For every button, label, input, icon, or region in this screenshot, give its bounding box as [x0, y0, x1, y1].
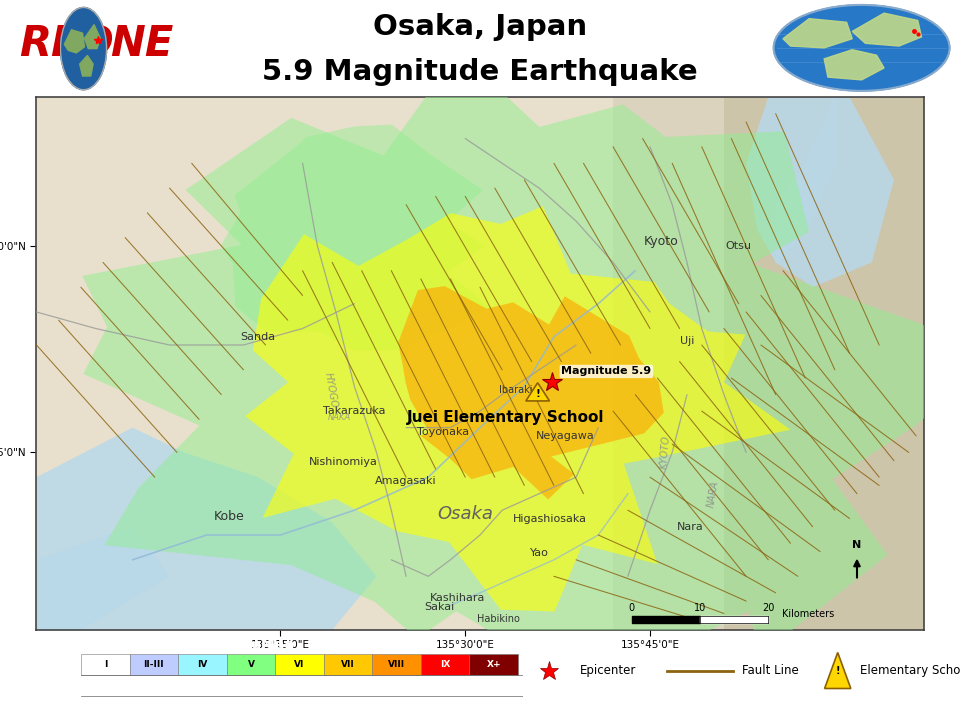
Text: Heavy: Heavy: [437, 703, 454, 708]
Polygon shape: [64, 30, 84, 53]
Text: I: I: [104, 660, 108, 669]
Text: 5.9 Magnitude Earthquake: 5.9 Magnitude Earthquake: [262, 58, 698, 86]
Text: HYOGO: HYOGO: [323, 372, 339, 409]
Bar: [724, 97, 924, 630]
Bar: [372, 654, 420, 675]
Text: IV: IV: [197, 660, 207, 669]
Polygon shape: [84, 24, 100, 49]
Text: Kilometers: Kilometers: [781, 609, 834, 619]
Text: RED: RED: [19, 23, 114, 65]
Polygon shape: [36, 428, 376, 630]
Text: IX: IX: [440, 660, 450, 669]
Text: VII: VII: [341, 660, 355, 669]
Text: Osaka, Japan: Osaka, Japan: [372, 13, 588, 41]
Text: Very Heavy: Very Heavy: [478, 703, 510, 708]
Polygon shape: [398, 286, 663, 500]
Text: Sanda: Sanda: [241, 332, 276, 342]
Bar: [276, 654, 324, 675]
Text: Perceived Shaking: Perceived Shaking: [14, 683, 79, 688]
Text: Strong: Strong: [289, 683, 310, 688]
Text: Nishinomiya: Nishinomiya: [309, 457, 377, 467]
Text: N: N: [852, 540, 862, 550]
Text: Very Strong: Very Strong: [329, 683, 367, 688]
Text: Kyoto: Kyoto: [644, 235, 679, 248]
Text: Potential Damage: Potential Damage: [16, 703, 79, 709]
Text: Elementary School: Elementary School: [859, 664, 960, 677]
Polygon shape: [83, 52, 960, 670]
Bar: [469, 654, 518, 675]
Text: Instrumental Intensity: Instrumental Intensity: [1, 662, 79, 667]
Polygon shape: [746, 97, 894, 287]
Text: None: None: [98, 703, 112, 708]
Text: Moderate/
Heavy: Moderate/ Heavy: [383, 701, 411, 711]
Text: Sakai: Sakai: [424, 602, 454, 612]
Text: Extreme: Extreme: [480, 683, 507, 688]
Text: Otsu: Otsu: [726, 241, 752, 251]
Polygon shape: [824, 50, 884, 80]
Circle shape: [774, 5, 949, 91]
Bar: [81, 654, 130, 675]
Text: Very Light: Very Light: [237, 703, 265, 708]
Text: Takarazuka: Takarazuka: [324, 406, 386, 416]
Text: Epicenter: Epicenter: [580, 664, 636, 677]
Polygon shape: [36, 527, 170, 630]
Text: V: V: [248, 660, 254, 669]
Polygon shape: [526, 383, 549, 401]
Text: Juei Elementary School: Juei Elementary School: [407, 410, 605, 426]
Text: VI: VI: [295, 660, 304, 669]
Polygon shape: [825, 652, 851, 688]
Bar: [130, 654, 179, 675]
Text: Neyagawa: Neyagawa: [536, 431, 594, 441]
Text: Light: Light: [195, 683, 210, 688]
Text: Light: Light: [293, 703, 306, 708]
Bar: [227, 654, 276, 675]
Text: II-III: II-III: [144, 660, 164, 669]
Text: Amagasaki: Amagasaki: [375, 477, 437, 486]
Text: Uji: Uji: [680, 336, 694, 346]
Text: Kobe: Kobe: [213, 510, 244, 523]
Text: NARA: NARA: [706, 480, 720, 508]
Text: KYOTO: KYOTO: [659, 436, 671, 469]
Text: NE: NE: [110, 23, 174, 65]
Bar: [179, 654, 227, 675]
Polygon shape: [245, 206, 790, 611]
Text: VIII: VIII: [388, 660, 405, 669]
Polygon shape: [80, 55, 93, 76]
Text: Habikino: Habikino: [477, 614, 520, 624]
Polygon shape: [221, 125, 492, 351]
Text: Violent: Violent: [434, 683, 456, 688]
Bar: [613, 97, 924, 630]
Text: Moderate: Moderate: [335, 703, 361, 708]
Text: Toyonaka: Toyonaka: [417, 427, 469, 437]
Text: USGS ShakeMap: USGS ShakeMap: [166, 638, 295, 652]
Text: Osaka: Osaka: [437, 505, 493, 523]
Text: 20: 20: [762, 603, 775, 613]
Text: Higashiosaka: Higashiosaka: [514, 514, 588, 524]
Text: Nara: Nara: [678, 522, 704, 532]
Text: None: None: [195, 703, 209, 708]
Text: X+: X+: [487, 660, 501, 669]
Text: Weak: Weak: [145, 683, 162, 688]
Text: 10: 10: [694, 603, 707, 613]
Bar: [420, 654, 469, 675]
Text: NAKA: NAKA: [328, 413, 351, 422]
Polygon shape: [783, 19, 852, 48]
Text: !: !: [835, 665, 840, 675]
Text: Kashihara: Kashihara: [430, 593, 486, 603]
Circle shape: [60, 7, 107, 90]
Text: Fault Line: Fault Line: [741, 664, 799, 677]
Text: !: !: [536, 389, 540, 399]
Bar: [324, 654, 372, 675]
Polygon shape: [852, 13, 922, 46]
Text: Magnitude 5.9: Magnitude 5.9: [562, 366, 652, 377]
Text: 0: 0: [629, 603, 635, 613]
Text: Severe: Severe: [386, 683, 407, 688]
Text: Moderate: Moderate: [236, 683, 266, 688]
Text: None: None: [147, 703, 161, 708]
Text: Not Felt: Not Felt: [93, 683, 118, 688]
Text: Yao: Yao: [531, 548, 549, 558]
Text: Ibaraki: Ibaraki: [499, 385, 532, 395]
